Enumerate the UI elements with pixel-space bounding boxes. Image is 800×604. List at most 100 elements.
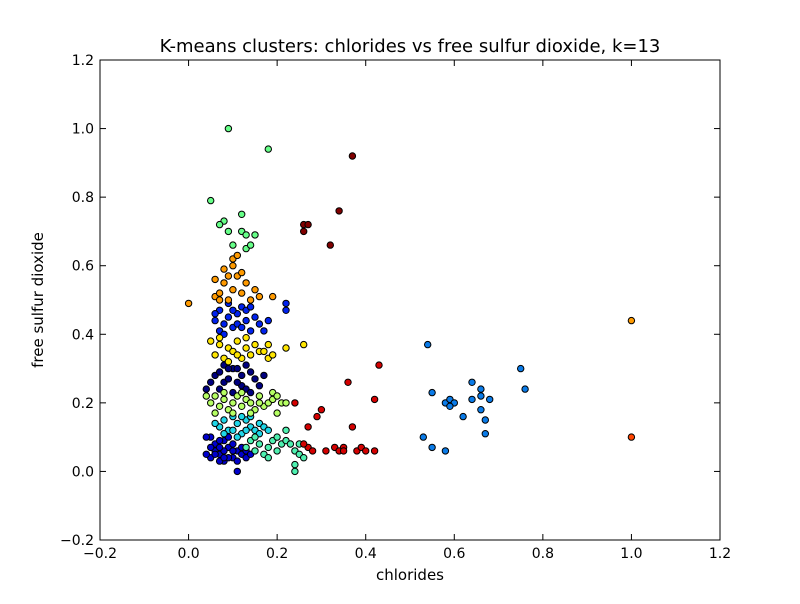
data-point-cluster-8: [260, 347, 268, 356]
y-tick-label: 0.8: [72, 190, 94, 206]
data-point-cluster-4: [238, 412, 246, 421]
data-point-cluster-3: [468, 378, 476, 386]
data-point-cluster-5: [282, 426, 290, 434]
data-point-cluster-1: [202, 433, 211, 441]
data-point-cluster-7: [273, 392, 281, 400]
data-point-cluster-11: [322, 447, 330, 455]
x-axis-label: chlorides: [376, 566, 444, 584]
data-point-cluster-9: [220, 265, 228, 273]
data-point-cluster-0: [251, 375, 259, 383]
data-point-cluster-5: [291, 460, 299, 469]
data-point-cluster-7: [273, 409, 281, 417]
data-point-cluster-6: [215, 220, 224, 229]
data-point-cluster-7: [282, 399, 290, 407]
data-point-cluster-6: [251, 231, 259, 239]
data-point-cluster-1: [215, 443, 224, 452]
data-point-cluster-7: [238, 402, 246, 410]
data-point-cluster-1: [233, 467, 242, 476]
data-point-cluster-9: [246, 296, 255, 304]
data-point-cluster-11: [304, 423, 312, 431]
data-point-cluster-8: [282, 344, 290, 352]
data-point-cluster-8: [264, 340, 272, 349]
data-point-cluster-4: [233, 433, 242, 441]
data-point-cluster-0: [224, 364, 233, 373]
data-point-cluster-7: [255, 392, 264, 400]
data-point-cluster-2: [246, 303, 255, 311]
data-point-cluster-0: [233, 378, 242, 386]
data-point-cluster-2: [282, 299, 290, 308]
data-point-cluster-9: [229, 262, 237, 270]
data-point-cluster-3: [419, 433, 427, 441]
data-point-cluster-7: [207, 399, 215, 407]
data-point-cluster-2: [220, 320, 228, 328]
data-point-cluster-7: [215, 402, 224, 410]
data-point-cluster-3: [477, 385, 485, 393]
data-point-cluster-2: [229, 306, 237, 314]
x-tick-label: 0.8: [532, 546, 554, 562]
x-tick-label: 0.4: [355, 546, 377, 562]
data-point-cluster-9: [224, 296, 233, 304]
y-tick-label: 0.0: [72, 464, 94, 480]
y-tick-label: 0.6: [72, 259, 94, 275]
data-point-cluster-2: [255, 320, 264, 328]
data-point-cluster-11: [370, 395, 379, 404]
data-point-cluster-4: [233, 419, 242, 428]
data-point-cluster-11: [300, 440, 308, 448]
data-point-cluster-3: [477, 392, 485, 400]
data-point-cluster-6: [207, 196, 215, 205]
data-point-cluster-2: [211, 316, 219, 325]
data-point-cluster-9: [627, 316, 636, 325]
data-point-cluster-6: [224, 124, 233, 133]
data-point-cluster-7: [211, 392, 219, 400]
data-point-cluster-8: [233, 351, 242, 359]
data-point-cluster-9: [238, 289, 246, 297]
data-point-cluster-3: [441, 447, 450, 455]
data-point-cluster-2: [246, 327, 255, 335]
data-point-cluster-6: [238, 210, 246, 219]
data-point-cluster-6: [246, 241, 255, 249]
data-point-cluster-5: [251, 447, 259, 455]
x-tick-label: 0.2: [266, 546, 288, 562]
data-point-cluster-8: [251, 340, 259, 349]
data-point-cluster-7: [255, 399, 264, 407]
data-point-cluster-2: [224, 313, 233, 321]
data-point-cluster-5: [286, 440, 295, 448]
data-point-cluster-6: [229, 241, 237, 249]
data-point-cluster-0: [260, 371, 268, 380]
data-point-cluster-12: [326, 241, 334, 249]
data-point-cluster-11: [344, 378, 352, 386]
data-point-cluster-11: [308, 447, 317, 455]
data-point-cluster-0: [242, 361, 250, 369]
data-point-cluster-0: [224, 375, 233, 383]
data-point-cluster-7: [246, 399, 255, 407]
data-point-cluster-8: [215, 340, 224, 349]
data-point-cluster-8: [300, 340, 308, 349]
data-point-cluster-7: [220, 388, 228, 397]
data-point-cluster-7: [220, 395, 228, 404]
data-point-cluster-12: [335, 207, 343, 215]
data-point-cluster-4: [220, 430, 228, 438]
data-point-cluster-11: [375, 361, 383, 369]
data-point-cluster-5: [273, 433, 281, 441]
data-point-cluster-9: [238, 268, 246, 277]
data-point-cluster-3: [481, 416, 489, 424]
x-tick-label: −0.2: [83, 546, 117, 562]
data-point-cluster-3: [424, 340, 432, 349]
data-point-cluster-0: [246, 368, 255, 376]
data-point-cluster-8: [224, 358, 233, 366]
data-point-cluster-6: [264, 145, 272, 153]
data-point-cluster-7: [246, 409, 255, 417]
data-point-cluster-2: [251, 313, 259, 321]
data-point-cluster-3: [428, 443, 436, 452]
data-point-cluster-3: [481, 430, 489, 438]
data-point-cluster-2: [242, 316, 250, 325]
data-point-cluster-8: [269, 351, 277, 359]
data-point-cluster-5: [264, 443, 272, 452]
y-axis-label: free sulfur dioxide: [29, 232, 47, 368]
data-point-cluster-11: [370, 447, 379, 455]
data-point-cluster-11: [313, 412, 321, 421]
plot-frame: [99, 59, 721, 541]
data-point-cluster-7: [211, 409, 219, 417]
data-point-cluster-0: [255, 382, 264, 390]
